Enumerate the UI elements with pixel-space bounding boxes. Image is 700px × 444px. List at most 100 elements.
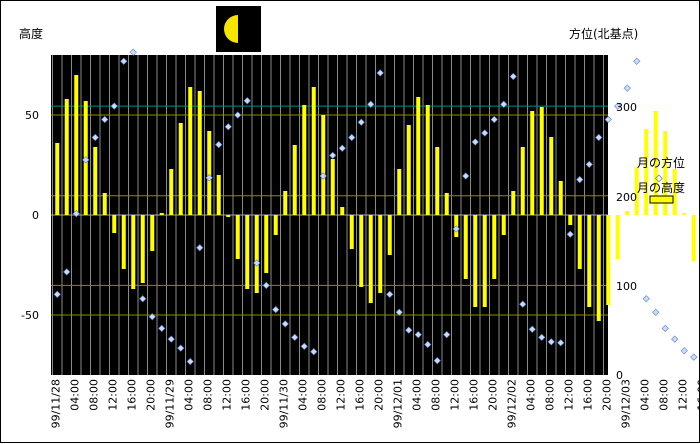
altitude-bar: [492, 215, 496, 279]
right-tick-300: 300: [616, 101, 637, 114]
altitude-bar: [464, 215, 468, 279]
altitude-bar: [321, 115, 325, 215]
x-tick-label: 04:00: [411, 379, 424, 411]
x-tick-label: 12:00: [563, 379, 576, 411]
altitude-bar: [473, 215, 477, 307]
left-tick-0: 0: [32, 209, 39, 222]
altitude-bar: [302, 105, 306, 215]
x-tick-label: 16:00: [354, 379, 367, 411]
altitude-bar: [369, 215, 373, 303]
legend-azimuth-label: 月の方位: [637, 155, 685, 170]
azimuth-marker: [624, 85, 630, 91]
azimuth-marker: [653, 309, 659, 315]
altitude-bar: [378, 215, 382, 293]
legend: 月の方位 ◇ 月の高度: [637, 155, 685, 203]
x-tick-label: 16:00: [468, 379, 481, 411]
azimuth-marker: [643, 296, 649, 302]
altitude-bar: [55, 143, 59, 215]
altitude-bar: [483, 215, 487, 307]
x-tick-label: 08:00: [202, 379, 215, 411]
altitude-bar: [65, 99, 69, 215]
altitude-bar: [340, 207, 344, 215]
altitude-bar: [568, 215, 572, 225]
azimuth-marker: [681, 348, 687, 354]
x-tick-label: 99/11/29: [164, 379, 177, 428]
altitude-bar: [122, 215, 126, 269]
altitude-bar: [559, 181, 563, 215]
x-tick-label: 12:00: [107, 379, 120, 411]
x-axis-labels: 99/11/28 04:00 08:00 12:00 16:00 20:00 99/11/2…: [50, 379, 700, 428]
x-tick-label: 16:00: [582, 379, 595, 411]
x-tick-label: 08:00: [316, 379, 329, 411]
altitude-bar: [445, 193, 449, 215]
altitude-bar: [293, 145, 297, 215]
altitude-bar: [236, 215, 240, 259]
x-tick-label: 12:00: [677, 379, 690, 411]
x-tick-label: 16:00: [240, 379, 253, 411]
x-tick-label: 04:00: [297, 379, 310, 411]
x-tick-label: 12:00: [221, 379, 234, 411]
azimuth-marker: [662, 325, 668, 331]
altitude-bar: [103, 193, 107, 215]
x-tick-label: 08:00: [430, 379, 443, 411]
altitude-bar: [169, 169, 173, 215]
x-tick-label: 08:00: [88, 379, 101, 411]
altitude-bar: [606, 215, 610, 305]
altitude-bar: [692, 215, 696, 261]
left-axis-title: 高度: [19, 26, 43, 41]
altitude-bar: [521, 147, 525, 215]
right-tick-200: 200: [616, 191, 637, 204]
altitude-bar: [511, 191, 515, 215]
altitude-bar: [435, 147, 439, 215]
x-tick-label: 12:00: [449, 379, 462, 411]
x-tick-label: 99/11/30: [278, 379, 291, 428]
half-moon-icon: [216, 6, 261, 52]
x-tick-label: 99/12/03: [620, 379, 633, 428]
azimuth-marker: [691, 354, 697, 360]
altitude-bar: [141, 215, 145, 283]
x-tick-label: 99/12/01: [392, 379, 405, 428]
altitude-bar: [112, 215, 116, 233]
x-tick-label: 20:00: [259, 379, 272, 411]
x-tick-label: 99/12/02: [506, 379, 519, 428]
altitude-bar: [217, 175, 221, 215]
altitude-bar: [188, 87, 192, 215]
x-tick-label: 04:00: [69, 379, 82, 411]
x-tick-label: 99/11/28: [50, 379, 63, 428]
altitude-bar: [540, 107, 544, 215]
x-tick-label: 16:00: [696, 379, 700, 411]
altitude-bar: [264, 215, 268, 273]
altitude-bar: [331, 159, 335, 215]
x-tick-label: 20:00: [601, 379, 614, 411]
x-tick-label: 20:00: [487, 379, 500, 411]
altitude-bar: [150, 215, 154, 251]
altitude-bar: [416, 97, 420, 215]
altitude-bar: [283, 191, 287, 215]
altitude-bar: [226, 215, 230, 217]
altitude-bar: [597, 215, 601, 321]
altitude-bar: [74, 75, 78, 215]
altitude-bar: [207, 131, 211, 215]
altitude-bar: [255, 215, 259, 293]
altitude-bar: [93, 147, 97, 215]
altitude-bar: [312, 87, 316, 215]
x-tick-label: 04:00: [639, 379, 652, 411]
altitude-bar: [549, 137, 553, 215]
altitude-bar: [131, 215, 135, 289]
x-tick-label: 20:00: [373, 379, 386, 411]
altitude-bar: [179, 123, 183, 215]
x-tick-label: 08:00: [544, 379, 557, 411]
altitude-bar: [359, 215, 363, 287]
altitude-bar: [198, 91, 202, 215]
altitude-bar: [502, 215, 506, 235]
altitude-bar: [682, 213, 686, 215]
altitude-bar: [530, 111, 534, 215]
x-tick-label: 04:00: [183, 379, 196, 411]
legend-altitude-swatch: [650, 196, 673, 203]
altitude-bar: [388, 215, 392, 255]
x-tick-label: 12:00: [335, 379, 348, 411]
x-tick-label: 16:00: [126, 379, 139, 411]
altitude-bar: [616, 215, 620, 259]
